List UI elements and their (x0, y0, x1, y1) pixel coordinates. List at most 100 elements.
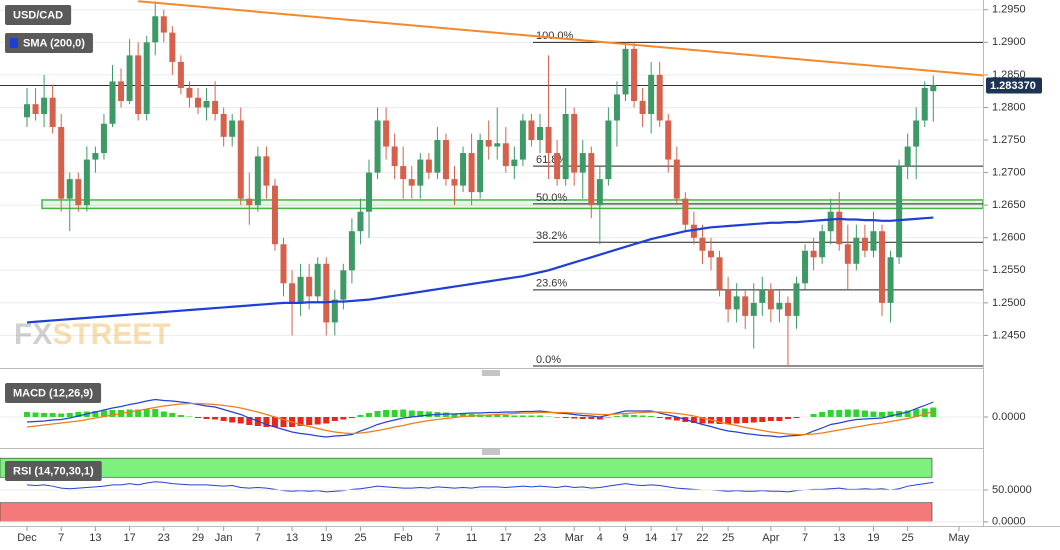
plot-area (0, 457, 934, 523)
x-tick-label: 7 (802, 532, 808, 544)
resize-handle[interactable] (482, 449, 500, 455)
indicator-tag[interactable]: SMA (200,0) (5, 33, 93, 53)
fibonacci-label: 50.0% (536, 192, 567, 204)
rsi-band (0, 502, 933, 523)
candle-body (212, 100, 219, 114)
histogram-bar (656, 417, 663, 418)
candle-body (827, 211, 834, 232)
macd-line (26, 398, 934, 438)
candle-body (177, 61, 184, 88)
histogram-bar (613, 416, 620, 417)
histogram-bar (913, 409, 920, 417)
candle-body (767, 289, 774, 310)
histogram-bar (853, 409, 860, 417)
watermark-part: FX (14, 318, 52, 351)
x-tick-label: 19 (320, 532, 332, 544)
resize-handle[interactable] (482, 370, 500, 376)
candle-body (716, 257, 723, 290)
candle-body (519, 120, 526, 160)
candle-body (844, 244, 851, 264)
x-tick-label: 29 (192, 532, 204, 544)
candle-body (930, 85, 937, 92)
watermark-part: STREET (52, 318, 170, 351)
histogram-bar (673, 417, 680, 421)
histogram-bar (229, 417, 236, 423)
candle-body (408, 179, 415, 186)
candle-body (605, 120, 612, 180)
candle-body (904, 146, 911, 167)
histogram-bar (314, 417, 321, 425)
candle-body (49, 97, 56, 128)
histogram-bar (374, 411, 381, 417)
x-tick-label: 17 (500, 532, 512, 544)
candle-body (502, 143, 509, 167)
y-tick-label: 0.0000 (992, 411, 1026, 423)
histogram-bar (58, 413, 65, 417)
tag-label: MACD (12,26,9) (13, 387, 93, 399)
x-tick-label: Feb (394, 532, 413, 544)
candle-body (297, 276, 304, 303)
candle-body (494, 143, 501, 147)
candle-body (92, 153, 99, 160)
fibonacci-label: 0.0% (536, 354, 561, 366)
histogram-bar (511, 415, 518, 417)
candle-body (246, 198, 253, 206)
watermark: FXSTREET (14, 318, 171, 351)
candle-body (690, 224, 697, 238)
histogram-bar (442, 412, 449, 417)
candle-body (75, 179, 82, 206)
candle-body (750, 302, 757, 316)
candle-body (870, 231, 877, 251)
indicator-tag[interactable]: USD/CAD (5, 5, 72, 25)
x-tick-label: 17 (671, 532, 683, 544)
histogram-bar (579, 417, 586, 419)
histogram-bar (699, 417, 706, 424)
candle-body (784, 302, 791, 316)
histogram-bar (588, 417, 595, 419)
histogram-bar (716, 417, 723, 424)
indicator-tag[interactable]: RSI (14,70,30,1) (5, 461, 102, 481)
candle-body (673, 159, 680, 199)
candle-body (468, 153, 475, 193)
histogram-bar (391, 410, 398, 417)
candle-body (545, 127, 552, 154)
last-price-box (986, 77, 1042, 94)
candle-body (109, 81, 116, 124)
histogram-bar (271, 417, 278, 427)
candle-body (460, 153, 467, 186)
candle-body (152, 16, 159, 43)
histogram-bar (75, 412, 82, 417)
histogram-bar (776, 417, 783, 421)
candle-body (186, 87, 193, 98)
candle-body (853, 237, 860, 264)
macd-line (26, 402, 934, 436)
histogram-bar (836, 410, 843, 417)
x-tick-label: 23 (158, 532, 170, 544)
candle-body (143, 42, 150, 114)
plot-area (24, 398, 937, 438)
histogram-bar (622, 414, 629, 417)
x-tick-label: 19 (867, 532, 879, 544)
trendline (138, 0, 983, 77)
histogram-bar (767, 417, 774, 421)
tag-box (5, 461, 102, 481)
histogram-bar (340, 417, 347, 420)
candle-body (648, 74, 655, 114)
x-tick-label: 23 (534, 532, 546, 544)
price-panel: 1.29501.29001.28501.28001.27501.27001.26… (0, 0, 1042, 367)
tag-label: SMA (200,0) (23, 37, 85, 49)
histogram-bar (733, 417, 740, 424)
indicator-tag[interactable]: MACD (12,26,9) (5, 383, 102, 403)
tag-box (5, 383, 102, 403)
histogram-bar (366, 413, 372, 417)
histogram-bar (41, 413, 48, 417)
histogram-bar (357, 415, 364, 417)
candle-body (118, 81, 125, 101)
histogram-bar (100, 410, 107, 417)
candle-body (58, 127, 65, 199)
candle-body (32, 104, 39, 114)
candle-body (887, 257, 894, 303)
tag-label: USD/CAD (13, 9, 63, 21)
